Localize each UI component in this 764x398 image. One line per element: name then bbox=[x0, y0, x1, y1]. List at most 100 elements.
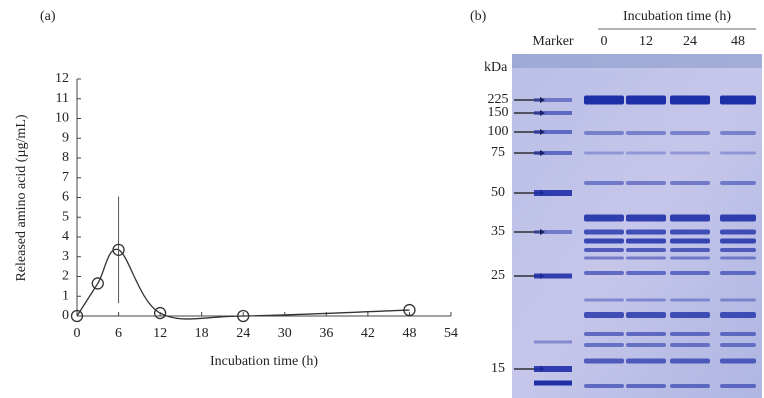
gel-band bbox=[626, 96, 666, 105]
y-tick-label: 9 bbox=[62, 130, 69, 145]
gel-band bbox=[670, 384, 710, 388]
figure: (a) Incubation time (h) Released amino a… bbox=[0, 0, 764, 398]
gel-band bbox=[626, 312, 666, 318]
lane-label: Marker bbox=[532, 34, 574, 49]
gel-band bbox=[584, 312, 624, 318]
x-tick-label: 36 bbox=[319, 326, 333, 341]
gel-band bbox=[720, 312, 756, 318]
lane-header: Incubation time (h) bbox=[623, 9, 731, 24]
gel-band bbox=[670, 215, 710, 222]
gel-band bbox=[584, 239, 624, 244]
gel-band bbox=[626, 299, 666, 302]
gel-band bbox=[534, 230, 572, 234]
y-tick-label: 4 bbox=[62, 229, 69, 244]
gel-band bbox=[626, 332, 666, 336]
gel-band bbox=[626, 230, 666, 235]
x-tick-label: 24 bbox=[236, 326, 250, 341]
y-tick-label: 11 bbox=[56, 91, 69, 106]
gel-band bbox=[720, 299, 756, 302]
x-tick-label: 12 bbox=[153, 326, 167, 341]
y-axis-label: Released amino acid (µg/mL) bbox=[14, 114, 29, 281]
marker-label: 15 bbox=[491, 361, 505, 376]
marker-label: 150 bbox=[488, 105, 509, 120]
gel-band bbox=[670, 271, 710, 275]
x-tick-label: 0 bbox=[74, 326, 81, 341]
y-tick-label: 6 bbox=[62, 190, 69, 205]
x-axis-label: Incubation time (h) bbox=[210, 354, 318, 369]
gel-band bbox=[720, 181, 756, 185]
marker-label: 100 bbox=[488, 124, 509, 139]
gel-band bbox=[584, 96, 624, 105]
gel-band bbox=[626, 271, 666, 275]
gel-band bbox=[534, 366, 572, 372]
x-tick-label: 54 bbox=[444, 326, 458, 341]
gel-band bbox=[670, 359, 710, 364]
gel-band bbox=[670, 181, 710, 185]
gel-band bbox=[584, 299, 624, 302]
y-tick-label: 0 bbox=[62, 308, 69, 323]
gel-band bbox=[584, 152, 624, 155]
gel-band bbox=[534, 98, 572, 102]
lane-label: 24 bbox=[683, 34, 697, 49]
gel-band bbox=[720, 230, 756, 235]
gel-band bbox=[534, 111, 572, 115]
marker-label: 25 bbox=[491, 268, 505, 283]
gel-band bbox=[670, 96, 710, 105]
y-tick-label: 5 bbox=[62, 209, 69, 224]
marker-label: 50 bbox=[491, 185, 505, 200]
gel-band bbox=[584, 181, 624, 185]
unit-label: kDa bbox=[484, 60, 508, 75]
gel-band bbox=[534, 274, 572, 279]
gel-band bbox=[626, 384, 666, 388]
y-tick-label: 3 bbox=[62, 249, 69, 264]
y-tick-label: 10 bbox=[55, 111, 69, 126]
marker-label: 35 bbox=[491, 224, 505, 239]
gel-band bbox=[626, 239, 666, 244]
gel-band bbox=[626, 215, 666, 222]
x-tick-label: 48 bbox=[402, 326, 416, 341]
gel-band bbox=[626, 343, 666, 347]
data-line bbox=[77, 249, 409, 319]
x-tick-label: 30 bbox=[278, 326, 292, 341]
gel-band bbox=[670, 312, 710, 318]
gel-band bbox=[670, 152, 710, 155]
gel-band bbox=[534, 341, 572, 344]
gel-band bbox=[584, 248, 624, 252]
gel-band bbox=[720, 152, 756, 155]
gel-band bbox=[584, 332, 624, 336]
lane-label: 12 bbox=[639, 34, 653, 49]
panel-label: (a) bbox=[40, 9, 56, 24]
lane-label: 48 bbox=[731, 34, 745, 49]
gel-band bbox=[670, 332, 710, 336]
gel-band bbox=[584, 271, 624, 275]
gel-band bbox=[720, 96, 756, 105]
gel-band bbox=[720, 215, 756, 222]
gel-band bbox=[584, 359, 624, 364]
y-tick-label: 2 bbox=[62, 269, 69, 284]
gel-wells bbox=[512, 54, 762, 68]
gel-band bbox=[534, 190, 572, 196]
gel-band bbox=[670, 131, 710, 135]
gel-band bbox=[720, 271, 756, 275]
gel-band bbox=[534, 151, 572, 155]
gel-band bbox=[670, 239, 710, 244]
y-tick-label: 7 bbox=[62, 170, 69, 185]
gel-band bbox=[720, 343, 756, 347]
gel-band bbox=[670, 248, 710, 252]
gel-band bbox=[720, 257, 756, 260]
gel-band bbox=[584, 215, 624, 222]
panel-label: (b) bbox=[470, 9, 487, 24]
gel-band bbox=[720, 248, 756, 252]
y-tick-label: 12 bbox=[55, 71, 69, 86]
gel-band bbox=[626, 257, 666, 260]
gel-band bbox=[534, 381, 572, 386]
marker-label: 75 bbox=[491, 145, 505, 160]
gel-band bbox=[584, 384, 624, 388]
gel-band bbox=[584, 257, 624, 260]
gel-band bbox=[720, 239, 756, 244]
gel-band bbox=[670, 257, 710, 260]
gel-band bbox=[534, 130, 572, 134]
gel-band bbox=[626, 152, 666, 155]
gel-band bbox=[626, 359, 666, 364]
y-tick-label: 1 bbox=[62, 288, 69, 303]
